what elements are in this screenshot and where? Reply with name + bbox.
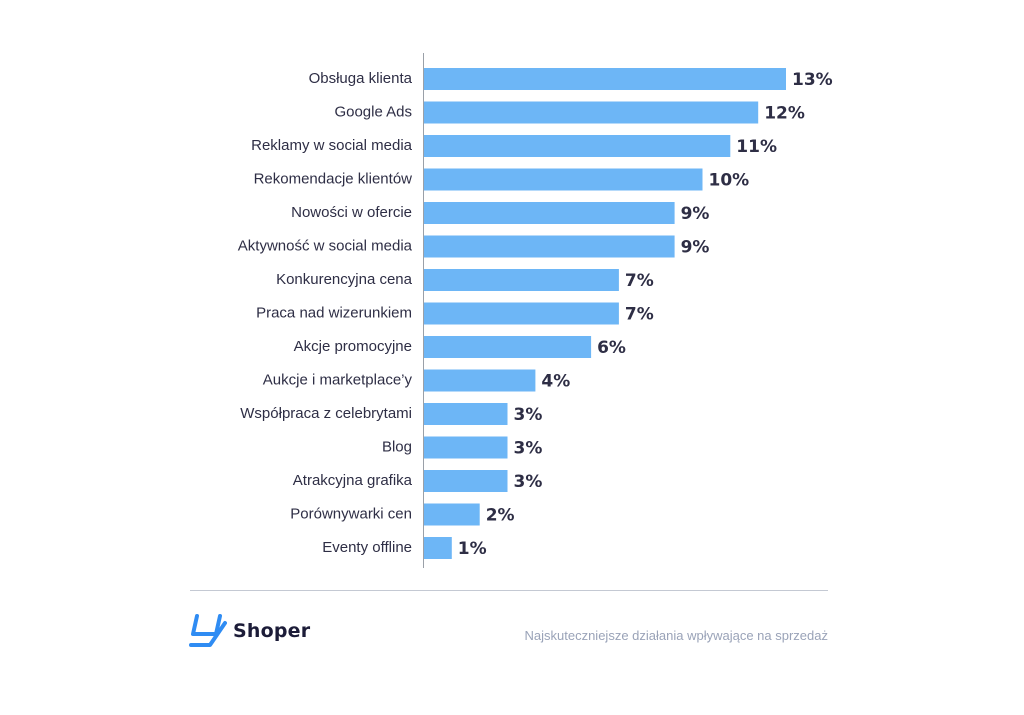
category-label: Obsługa klienta	[309, 70, 413, 87]
footer-divider	[190, 590, 828, 591]
value-label: 1%	[458, 539, 487, 559]
category-label: Konkurencyjna cena	[276, 271, 413, 288]
value-label: 9%	[681, 204, 710, 224]
bars-group: Obsługa klienta 13% Google Ads 12% Reklamy w…	[238, 68, 833, 559]
bar	[424, 436, 508, 459]
category-label: Google Ads	[334, 103, 412, 120]
bar	[424, 168, 703, 191]
bar	[424, 369, 536, 392]
category-label: Współpraca z celebrytami	[240, 405, 412, 422]
category-label: Nowości w ofercie	[291, 204, 412, 221]
category-label: Aktywność w social media	[238, 237, 413, 254]
value-label: 3%	[514, 405, 543, 425]
value-label: 7%	[625, 271, 654, 291]
bar	[424, 269, 619, 291]
bar	[424, 302, 619, 325]
category-label: Praca nad wizerunkiem	[256, 304, 412, 321]
bar	[424, 235, 675, 258]
bar	[424, 537, 452, 559]
value-label: 2%	[486, 506, 515, 526]
category-label: Reklamy w social media	[251, 137, 413, 154]
category-label: Aukcje i marketplace’y	[263, 371, 413, 388]
bar	[424, 135, 731, 157]
value-label: 13%	[792, 70, 833, 90]
bar	[424, 68, 786, 90]
bar	[424, 336, 592, 358]
value-label: 3%	[514, 439, 543, 459]
value-label: 9%	[681, 238, 710, 258]
value-label: 6%	[597, 338, 626, 358]
brand-name: Shoper	[233, 620, 311, 642]
category-label: Akcje promocyjne	[294, 338, 412, 355]
bar	[424, 403, 508, 425]
category-label: Blog	[382, 438, 412, 455]
value-label: 11%	[736, 137, 777, 157]
value-label: 4%	[541, 372, 570, 392]
category-label: Eventy offline	[322, 539, 412, 556]
value-label: 7%	[625, 305, 654, 325]
shoper-logo-icon	[189, 614, 227, 647]
bar	[424, 202, 675, 224]
category-label: Atrakcyjna grafika	[293, 472, 413, 489]
value-label: 10%	[709, 171, 750, 191]
bar-chart: Obsługa klienta 13% Google Ads 12% Reklamy w…	[238, 53, 833, 568]
category-label: Porównywarki cen	[290, 505, 412, 522]
category-label: Rekomendacje klientów	[254, 170, 413, 187]
bar	[424, 503, 480, 526]
bar	[424, 101, 759, 124]
shoper-logo[interactable]: Shoper	[189, 613, 310, 649]
value-label: 12%	[764, 104, 805, 124]
chart-caption: Najskuteczniejsze działania wpływające n…	[524, 628, 829, 643]
bar	[424, 470, 508, 492]
value-label: 3%	[514, 472, 543, 492]
